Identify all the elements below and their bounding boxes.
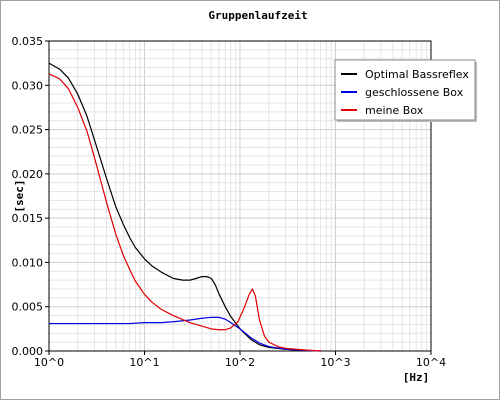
legend-label: geschlossene Box [365, 86, 464, 99]
x-axis-label: [Hz] [403, 371, 430, 384]
series-group [48, 62, 321, 352]
y-tick-label: 0.030 [12, 79, 44, 92]
legend-label: Optimal Bassreflex [365, 68, 469, 81]
series-line-2 [49, 316, 321, 352]
legend-box [334, 59, 476, 121]
y-tick-label: 0.035 [12, 35, 44, 48]
y-tick-label: 0.015 [12, 212, 44, 225]
grid-group [48, 41, 431, 351]
y-tick-label: 0.025 [12, 124, 44, 137]
x-tick-label: 10^3 [320, 356, 350, 369]
y-tick-label: 0.010 [12, 256, 44, 269]
x-tick-label: 10^2 [225, 356, 255, 369]
series-line-1 [48, 62, 321, 352]
legend-label: meine Box [365, 104, 424, 117]
y-tick-label: 0.020 [12, 168, 44, 181]
legend: Optimal Bassreflex geschlossene Box meine … [334, 59, 477, 122]
series-line-3 [48, 73, 321, 352]
y-tick-label: 0.000 [12, 345, 44, 358]
chart-title: Gruppenlaufzeit [208, 9, 307, 22]
x-tick-label: 10^0 [34, 356, 64, 369]
y-tick-label: 0.005 [12, 301, 44, 314]
y-axis-label: [sec] [13, 179, 26, 212]
x-tick-label: 10^1 [129, 356, 159, 369]
x-tick-label: 10^4 [416, 356, 446, 369]
